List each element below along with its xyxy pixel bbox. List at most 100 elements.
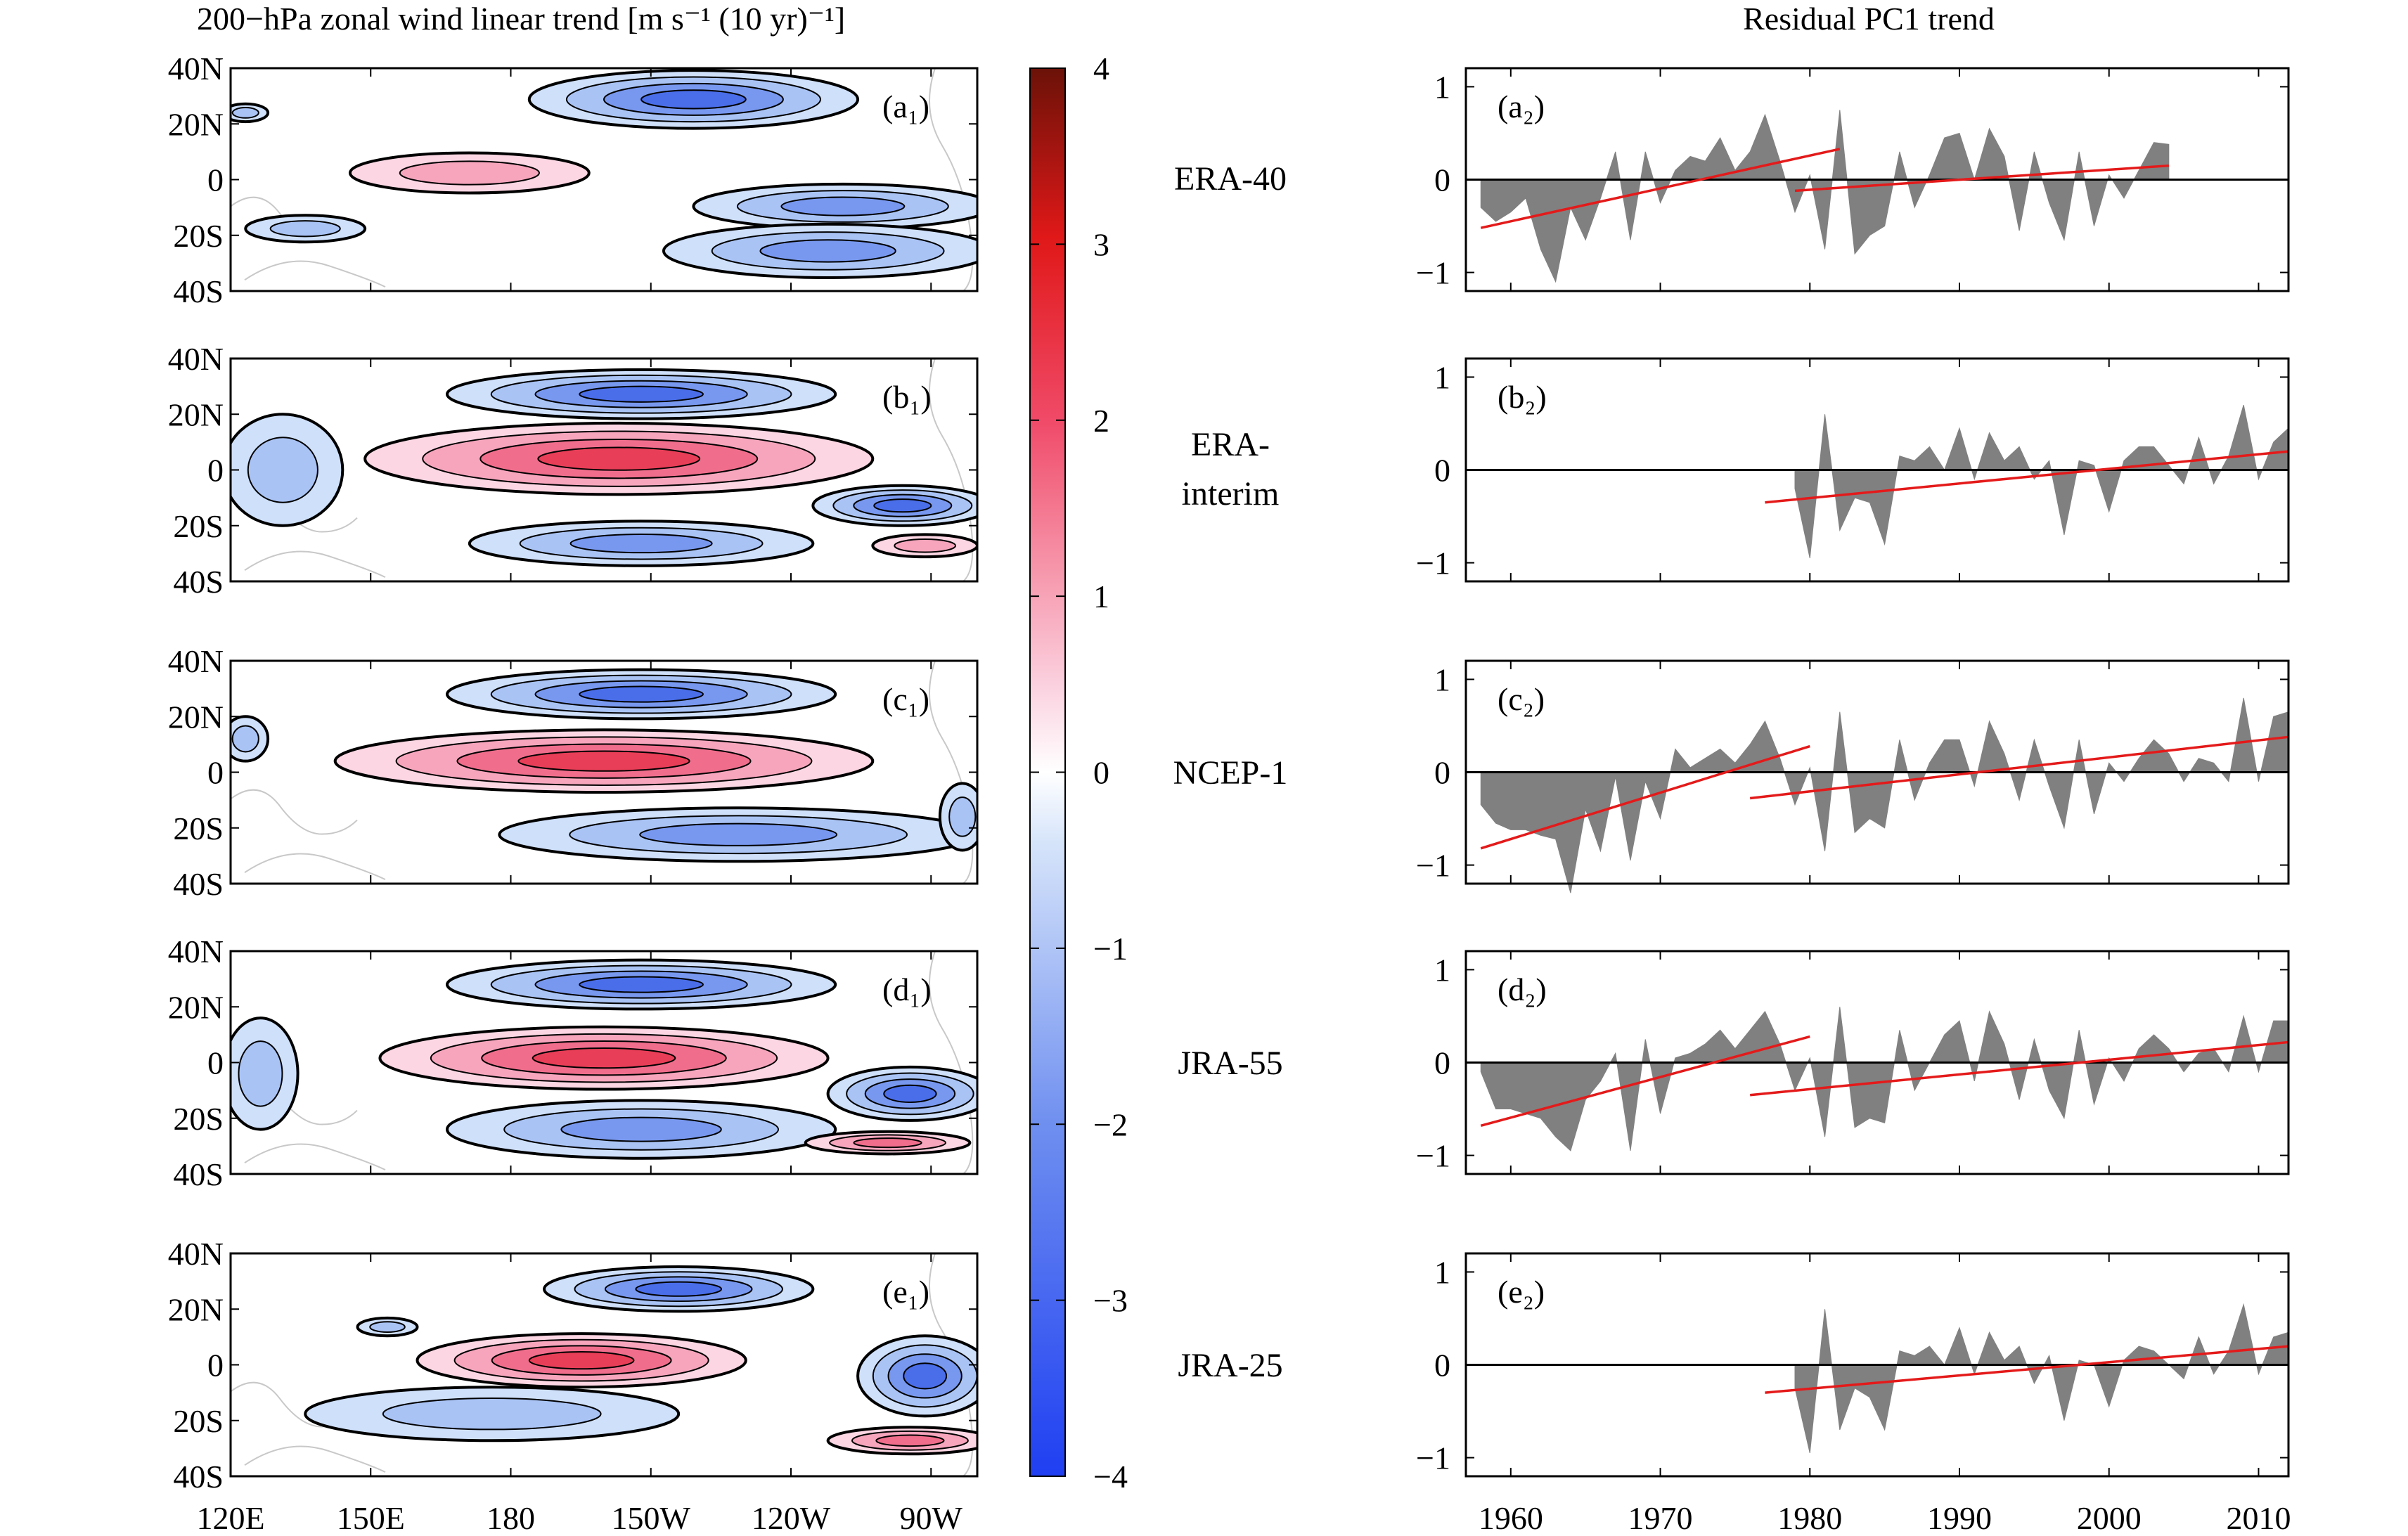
y-tick-label: 0 [1434, 1348, 1450, 1383]
map-panel-era40: 40N 20N 0 20S 40S (a₁) [168, 51, 979, 309]
lat-tick-label: 0 [207, 1045, 224, 1081]
lat-tick-label: 40N [168, 643, 224, 679]
series-panel-jra25: 1 0 −1 (e₂) [1416, 1252, 2290, 1478]
lon-tick-label: 120E [196, 1500, 264, 1536]
coastline-east [929, 359, 974, 581]
contour-level [569, 534, 713, 554]
trend-line [1765, 1345, 2289, 1394]
lon-tick-label: 150E [337, 1500, 405, 1536]
colorbar-tick-label: 1 [1093, 579, 1109, 614]
lat-tick-label: 20S [173, 811, 224, 846]
lat-tick-label: 20N [168, 989, 224, 1025]
coastline-east [929, 68, 974, 291]
series-panel-label: (a₂) [1498, 89, 1545, 124]
lat-tick-label: 40S [173, 866, 224, 902]
lat-tick-label: 40S [173, 564, 224, 600]
left-title: 200−hPa zonal wind linear trend [m s⁻¹ (… [197, 1, 845, 37]
coastline-east [929, 951, 974, 1174]
y-tick-label: 1 [1434, 359, 1450, 395]
series-panel-era40: 1 0 −1 (a₂) [1416, 67, 2290, 292]
x-tick-label: 1970 [1628, 1500, 1693, 1536]
lat-tick-label: 20N [168, 106, 224, 142]
contour-level [635, 1281, 723, 1297]
map-coastline [231, 661, 974, 884]
lat-tick-label: 0 [207, 1348, 224, 1383]
lon-tick-label: 120W [752, 1500, 831, 1536]
x-tick-label: 1990 [1927, 1500, 1992, 1536]
dataset-label-ncep1: NCEP-1 [1173, 754, 1288, 792]
lat-tick-label: 20N [168, 396, 224, 432]
contour-level [532, 1047, 676, 1069]
x-tick-label: 2000 [2077, 1500, 2142, 1536]
contour-level [382, 1398, 602, 1431]
right-title: Residual PC1 trend [1743, 1, 1995, 37]
map-panel-label: (e₁) [882, 1274, 929, 1310]
series-area [1480, 110, 2170, 283]
colorbar-tick-label: 3 [1093, 226, 1109, 262]
y-tick-label: −1 [1416, 546, 1450, 581]
series-panel-ncep1: 1 0 −1 (c₂) [1416, 659, 2290, 893]
lat-tick-label: 40N [168, 1236, 224, 1272]
y-tick-label: 1 [1434, 69, 1450, 105]
lat-tick-label: 0 [207, 162, 224, 198]
series-panel-label: (c₂) [1498, 681, 1545, 717]
x-tick-labels: 1960 1970 1980 1990 2000 2010 [1479, 1500, 2291, 1536]
contour-level [369, 1321, 406, 1334]
lat-tick-label: 20N [168, 699, 224, 735]
series-panel-label: (e₂) [1498, 1274, 1545, 1310]
y-tick-label: 0 [1434, 755, 1450, 791]
contour-level [579, 685, 704, 703]
contour-level [517, 750, 690, 772]
contour-level [537, 446, 701, 471]
lat-tick-label: 20N [168, 1291, 224, 1327]
coastline-west [231, 789, 386, 881]
contour-level [948, 796, 977, 837]
lat-tick-label: 0 [207, 755, 224, 791]
contour-field [231, 958, 977, 1160]
contour-level [528, 1351, 635, 1370]
contour-level [780, 196, 906, 217]
contour-level [894, 538, 957, 553]
map-panel-jra55: 40N 20N 0 20S 40S (d₁) [168, 934, 979, 1192]
dataset-labels: ERA-40 ERA- interim NCEP-1 JRA-55 JRA-25 [1173, 160, 1288, 1384]
lon-tick-labels: 120E 150E 180 150W 120W 90W [196, 1500, 962, 1536]
map-panel-jra25: 40N 20N 0 20S 40S (e₁) [168, 1236, 979, 1495]
contour-level [853, 1137, 922, 1149]
series-area [1794, 1303, 2289, 1454]
series-panel-label: (d₂) [1498, 972, 1547, 1007]
series-area [1794, 404, 2289, 559]
lon-tick-label: 150W [612, 1500, 691, 1536]
time-series-panels: 1 0 −1 (a₂) 1 0 −1 (b₂) 1 0 −1 (c₂) 1 0 −1 (d₂) 1 0 −1 (e₂)… [1416, 67, 2291, 1536]
contour-level [639, 822, 838, 846]
colorbar-tick-label: 0 [1093, 755, 1109, 791]
colorbar-tick-label: −3 [1093, 1283, 1128, 1319]
lat-tick-label: 20S [173, 1101, 224, 1137]
colorbar-tick-label: −2 [1093, 1106, 1128, 1142]
lat-tick-label: 40S [173, 1459, 224, 1495]
map-panel-label: (c₁) [882, 681, 929, 717]
colorbar-tick-label: −1 [1093, 931, 1128, 967]
series-panel-label: (b₂) [1498, 379, 1547, 415]
trend-line [1480, 1035, 1810, 1128]
trend-line [1480, 744, 1810, 850]
y-tick-label: 0 [1434, 162, 1450, 198]
contour-field [304, 1265, 977, 1456]
contour-level [560, 1116, 722, 1142]
contour-level [399, 160, 540, 186]
trend-line [1794, 164, 2169, 193]
contour-level [247, 437, 318, 503]
contour-level [903, 1362, 948, 1390]
dataset-label-jra25: JRA-25 [1178, 1347, 1282, 1384]
y-tick-label: −1 [1416, 1440, 1450, 1476]
lat-tick-label: 40N [168, 341, 224, 377]
dataset-label-erainterim-2: interim [1182, 475, 1280, 512]
series-area [1480, 697, 2289, 893]
contour-field [231, 368, 977, 567]
contour-level [579, 976, 704, 993]
contour-level [238, 1040, 283, 1107]
map-panels: 40N 20N 0 20S 40S (a₁) 40N 20N 0 20S 40S (b₁) 40N 20N… [168, 51, 979, 1536]
colorbar-tick-label: 4 [1093, 51, 1109, 86]
dataset-label-erainterim-1: ERA- [1191, 426, 1270, 463]
colorbar: 4 3 2 1 0 −1 −2 −3 −4 [1029, 51, 1128, 1495]
lon-tick-label: 90W [900, 1500, 963, 1536]
